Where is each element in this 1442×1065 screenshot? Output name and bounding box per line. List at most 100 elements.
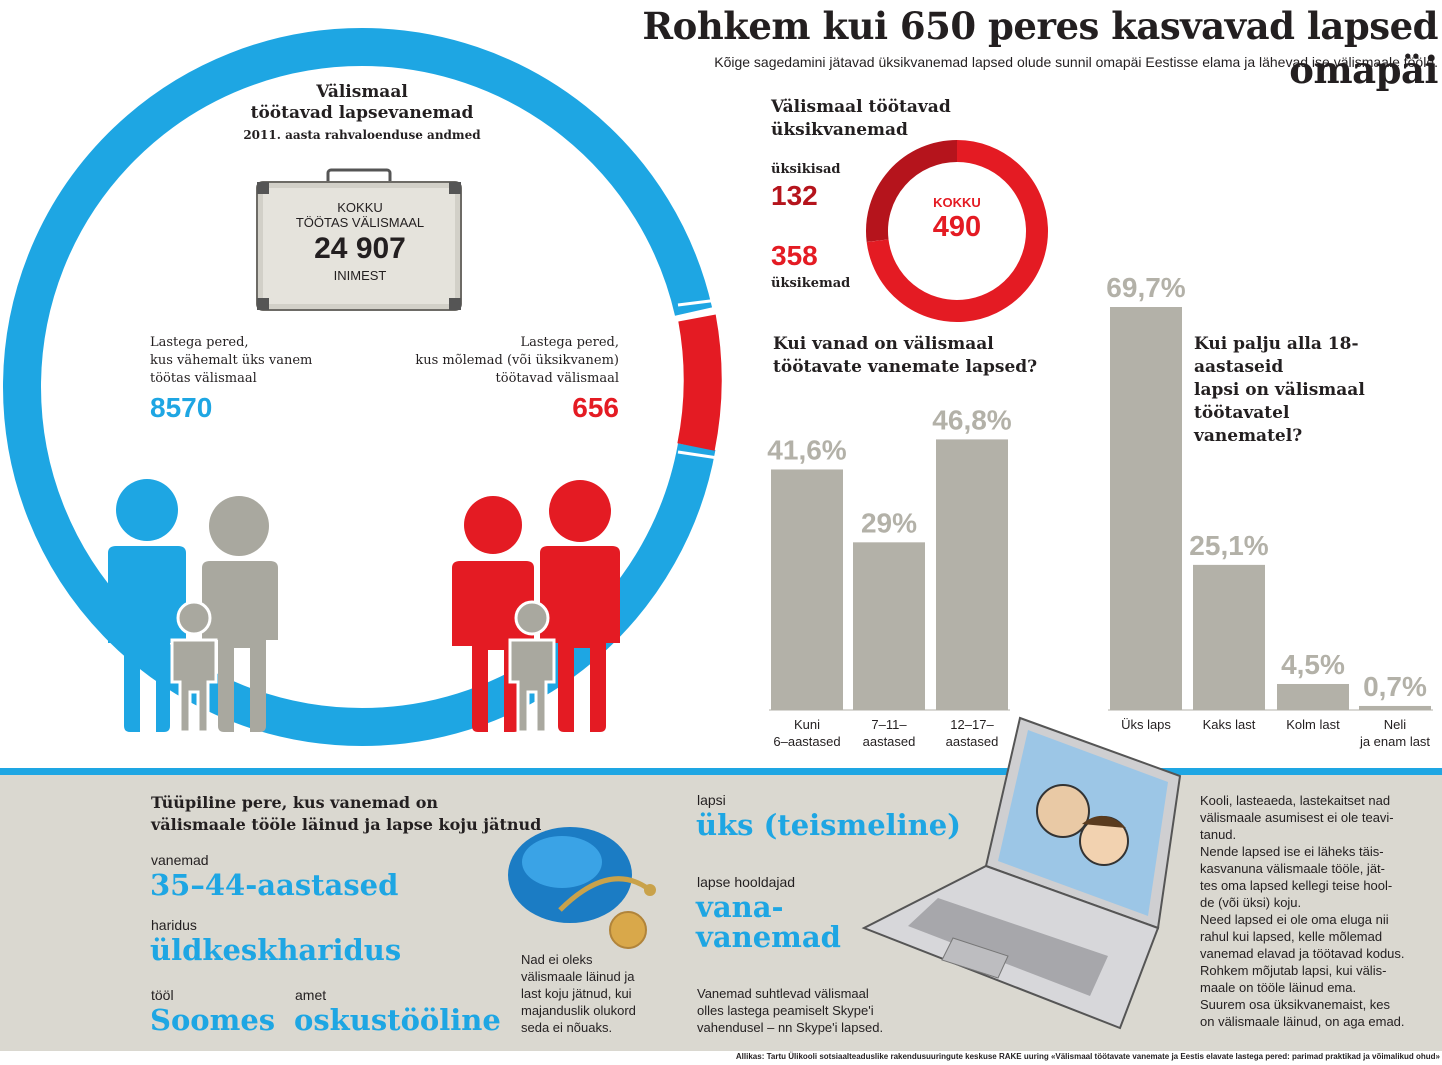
findings-line: on välismaale läinud, on aga emad. [1200,1014,1405,1029]
skype-text-line: vahendusel – nn Skype'i lapsed. [697,1020,884,1035]
right-family-value: 656 [572,392,619,423]
ring-title: Välismaal töötavad lapsevanemad [222,82,502,124]
findings-line: tanud. [1200,827,1237,842]
donut-segment-men [866,140,958,243]
ring-red-segment [677,314,722,451]
purse-text-line: majanduslik olukord [521,1003,636,1018]
skype-text-line: olles lastega peamiselt Skype'i [697,1003,874,1018]
skype-text: Vanemad suhtlevad välismaal olles lasteg… [697,985,883,1036]
work-label: tööl [151,987,174,1003]
left-family-label: Lastega pered, kus vähemalt üks vanem tö… [150,334,312,388]
suitcase-value: 24 907 [314,232,406,265]
child-value: üks (teismeline) [696,808,961,842]
carer-value: vana- vanemad [696,892,841,952]
parents-ring [3,28,722,746]
chart1-category-label: 6–aastased [773,734,840,749]
right-family-label: Lastega pered, kus mõlemad (või üksikvan… [380,334,619,388]
findings-line: de (või üksi) koju. [1200,895,1302,910]
purse-text-line: Nad ei oleks [521,952,593,967]
chart1-category-label: 7–11– [871,717,907,732]
left-family-icon [108,479,278,734]
chart1-category-label: 12–17– [950,717,994,732]
suitcase-line2: TÖÖTAS VÄLISMAAL [295,215,425,230]
findings-line: Nende lapsed ise ei läheks täis- [1200,844,1384,859]
findings-line: maale on tööle läinud ema. [1200,980,1357,995]
chart2-value-label: 0,7% [1363,671,1427,702]
carer-value-line: vana- [696,890,784,924]
right-label-line: töötavad välismaal [495,371,619,386]
suitcase-unit: INIMEST [333,268,387,283]
purse-text-line: seda ei nõuaks. [521,1020,613,1035]
suitcase-icon [256,168,462,311]
findings-line: Kooli, lasteaeda, lastekaitset nad [1200,793,1391,808]
chart2-value-label: 69,7% [1106,272,1185,303]
bar-charts: 41,6% Kuni 6–aastased 29% 7–11– aastased 46,8%… [767,272,1433,749]
chart2-category-label: Kolm last [1286,717,1340,732]
page-subtitle: Kõige sagedamini jätavad üksikvanemad la… [714,54,1438,70]
ring-title-line2: töötavad lapsevanemad [250,103,474,123]
education-value: üldkeskharidus [150,933,402,967]
findings-line: vanemad elavad ja töötavad kodus. [1200,946,1405,961]
chart2-bar [1277,683,1349,710]
chart1-bar [771,469,843,710]
left-family-value: 8570 [150,392,213,423]
donut-label-a: üksikisad [771,162,841,177]
chart2-category-label: Üks laps [1121,717,1171,732]
chart1-category-label: aastased [946,734,999,749]
findings-line: rahul kui lapsed, kelle mõlemad [1200,929,1383,944]
purse-text-line: last koju jätnud, kui [521,986,632,1001]
job-value: oskustööline [294,1003,501,1037]
findings-line: Suurem osa üksikvanemaist, kes [1200,997,1391,1012]
typical-title-line: välismaale tööle läinud ja lapse koju jä… [151,815,542,834]
bottom-panel [0,768,1442,1051]
chart2-category-label: ja enam last [1359,734,1430,749]
chart1-bar [853,542,925,710]
chart2-title-line: Kui palju alla 18-aastaseid [1194,334,1359,377]
bottom-panel-top-rule [0,768,1442,775]
page-title: Rohkem kui 650 peres kasvavad lapsed oma… [642,4,1438,92]
right-label-line: Lastega pered, [520,335,619,350]
chart2-category-label: Neli [1384,717,1407,732]
chart2-value-label: 4,5% [1281,649,1345,680]
findings-line: välismaale asumisest ei ole teavi- [1200,810,1394,825]
single-parents-donut [866,140,1048,322]
chart2-bar [1110,307,1182,710]
laptop-icon [861,716,1182,1030]
coin-purse-icon [508,827,656,949]
parents-value: 35–44-aastased [150,868,399,902]
child-label: lapsi [697,792,726,808]
ring-blue-arc [3,28,721,746]
ring-title-line1: Välismaal [316,82,408,102]
suitcase-text: KOKKU TÖÖTAS VÄLISMAAL 24 907 INIMEST [262,200,458,283]
chart1-title-line: töötavate vanemate lapsed? [773,357,1038,377]
findings-line: Need lapsed ei ole oma eluga nii [1200,912,1389,927]
donut-title-line: Välismaal töötavad [771,97,951,117]
left-label-line: Lastega pered, [150,335,249,350]
typical-title: Tüüpiline pere, kus vanemad on välismaal… [151,792,541,836]
ring-source: 2011. aasta rahvaloenduse andmed [243,128,481,142]
chart2-value-label: 25,1% [1189,530,1268,561]
carer-label: lapse hooldajad [697,874,796,890]
donut-title: Välismaal töötavad üksikvanemad [771,96,951,142]
left-label-line: kus vähemalt üks vanem [150,353,313,368]
chart1-category-label: aastased [863,734,916,749]
chart1-title-line: Kui vanad on välismaal [773,334,994,354]
skype-text-line: Vanemad suhtlevad välismaal [697,986,869,1001]
work-value: Soomes [150,1003,276,1037]
donut-value-a: 132 [771,180,818,211]
purse-text-line: välismaale läinud ja [521,969,635,984]
findings-line: kasvanuna välismaale tööle, jät- [1200,861,1385,876]
chart1-category-label: Kuni [794,717,820,732]
donut-title-line: üksikvanemad [771,120,908,140]
source-footnote: Allikas: Tartu Ülikooli sotsiaalteadusli… [735,1052,1440,1061]
findings-line: tes oma lapsed kellegi teise hool- [1200,878,1393,893]
donut-label-b: üksikemad [771,276,851,291]
right-family-icon [452,480,620,734]
chart2-bar [1359,705,1431,710]
suitcase-line1: KOKKU [337,200,383,215]
donut-center-label: KOKKU [933,195,981,210]
job-label: amet [295,987,327,1003]
findings-line: Rohkem mõjutab lapsi, kui välis- [1200,963,1387,978]
chart1-title: Kui vanad on välismaal töötavate vanemat… [773,333,1037,379]
chart1-value-label: 46,8% [932,404,1011,435]
